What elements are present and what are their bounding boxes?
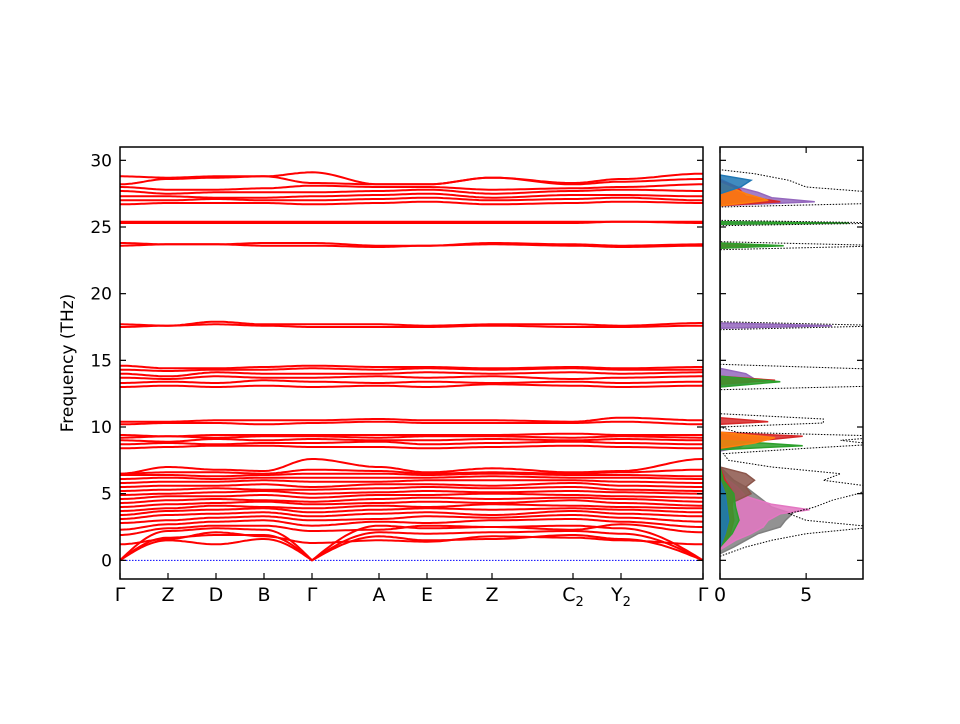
kpoint-label: C2 bbox=[562, 584, 584, 610]
band-line bbox=[120, 475, 703, 480]
band-line bbox=[120, 416, 703, 423]
band-axis-ticks: 0 5 10 15 20 25 30 Γ Z D B Γ A E Z C2 Y2 Γ bbox=[90, 151, 708, 610]
y-tick-label: 15 bbox=[90, 351, 112, 371]
band-line bbox=[120, 200, 703, 206]
band-plot-frame bbox=[119, 146, 704, 580]
band-line bbox=[120, 524, 703, 562]
y-tick-label: 10 bbox=[90, 418, 112, 438]
band-line bbox=[120, 444, 703, 450]
band-line bbox=[120, 383, 703, 388]
band-line bbox=[120, 496, 703, 504]
band-line bbox=[120, 171, 703, 186]
band-line bbox=[120, 364, 703, 370]
band-line bbox=[120, 367, 703, 372]
band-lines bbox=[120, 171, 703, 562]
band-structure-plot: 0 5 10 15 20 25 30 Γ Z D B Γ A E Z C2 Y2 Γ Frequency (THz… bbox=[58, 146, 709, 610]
band-line bbox=[120, 499, 703, 508]
kpoint-label: B bbox=[257, 584, 270, 606]
band-line bbox=[120, 530, 703, 562]
band-line bbox=[120, 435, 703, 439]
partial-dos-curve bbox=[720, 174, 754, 548]
band-line bbox=[120, 492, 703, 500]
band-line bbox=[120, 183, 703, 191]
band-line bbox=[120, 482, 703, 488]
band-line bbox=[120, 440, 703, 446]
band-line bbox=[120, 523, 703, 536]
band-line bbox=[120, 196, 703, 202]
band-line bbox=[120, 188, 703, 195]
band-line bbox=[120, 479, 703, 484]
dos-plot-frame bbox=[719, 146, 864, 580]
band-line bbox=[120, 503, 703, 512]
band-line bbox=[120, 242, 703, 247]
band-line bbox=[120, 375, 703, 380]
kpoint-label: Z bbox=[485, 584, 498, 606]
band-line bbox=[120, 514, 703, 524]
band-line bbox=[120, 507, 703, 516]
y-axis-label: Frequency (THz) bbox=[58, 294, 78, 433]
kpoint-label: D bbox=[209, 584, 224, 606]
y-tick-label: 25 bbox=[90, 218, 112, 238]
dos-x-tick-label: 0 bbox=[714, 584, 726, 606]
band-line bbox=[120, 490, 703, 496]
y-tick-label: 0 bbox=[101, 551, 112, 571]
band-line bbox=[120, 534, 703, 562]
band-line bbox=[120, 320, 703, 327]
partial-dos-curve bbox=[720, 178, 833, 452]
kpoint-label: Γ bbox=[307, 584, 318, 606]
kpoint-label: Γ bbox=[115, 584, 126, 606]
dos-x-tick-label: 5 bbox=[800, 584, 812, 606]
y-tick-label: 5 bbox=[101, 485, 112, 505]
y-tick-label: 30 bbox=[90, 151, 112, 171]
band-line bbox=[120, 420, 703, 426]
kpoint-label: A bbox=[373, 584, 386, 606]
band-line bbox=[120, 371, 703, 378]
partial-dos-curve bbox=[720, 220, 850, 549]
band-line bbox=[120, 531, 703, 546]
band-line bbox=[120, 510, 703, 520]
kpoint-label: Y2 bbox=[610, 584, 631, 610]
y-tick-label: 20 bbox=[90, 285, 112, 305]
band-line bbox=[120, 518, 703, 531]
total-dos-curve bbox=[720, 169, 863, 557]
band-line bbox=[120, 468, 703, 475]
kpoint-label: E bbox=[421, 584, 433, 606]
band-line bbox=[120, 192, 703, 199]
kpoint-label: Z bbox=[161, 584, 174, 606]
band-line bbox=[120, 472, 703, 478]
band-line bbox=[120, 323, 703, 328]
band-line bbox=[120, 379, 703, 384]
dos-curves bbox=[720, 169, 863, 557]
band-line bbox=[120, 458, 703, 475]
kpoint-label: Γ bbox=[698, 584, 709, 606]
band-line bbox=[120, 486, 703, 492]
band-line bbox=[120, 438, 703, 443]
band-line bbox=[120, 432, 703, 438]
band-line bbox=[120, 175, 703, 186]
